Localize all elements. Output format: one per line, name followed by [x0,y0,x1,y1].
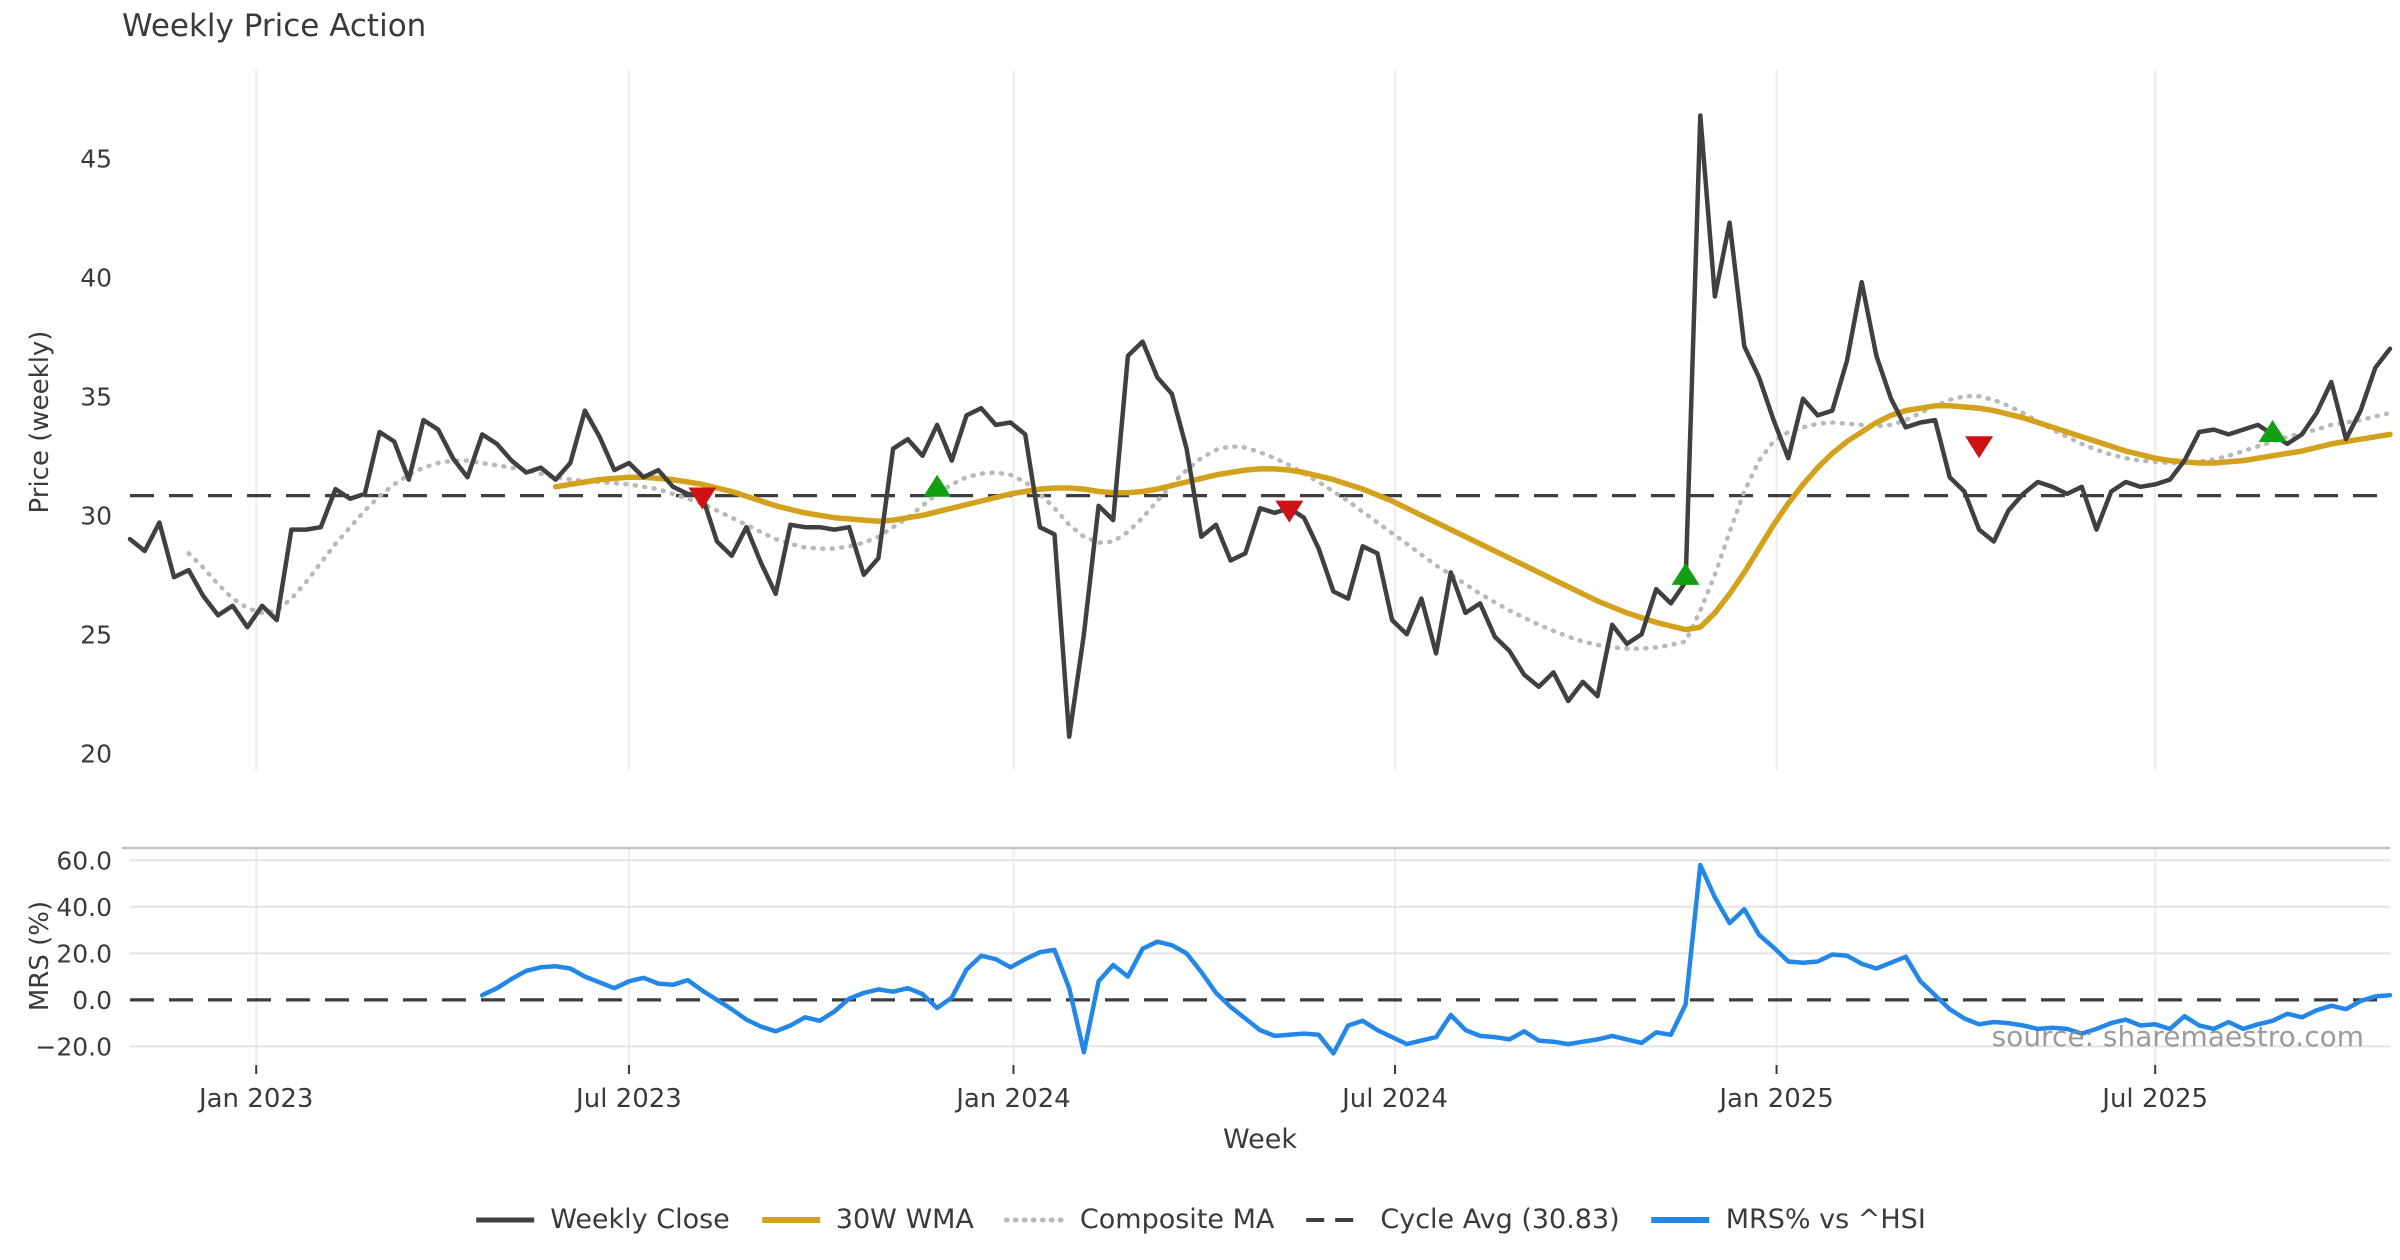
legend-item-weekly-close: Weekly Close [474,1204,730,1235]
x-axis-label: Week [1223,1124,1297,1155]
chart-legend: Weekly Close 30W WMA Composite MA Cycle Avg… [474,1204,1926,1235]
legend-label-cycle-avg-30-83: Cycle Avg (30.83) [1380,1204,1620,1235]
legend-swatch-composite-ma [1003,1217,1066,1222]
legend-item-cycle-avg-30-83: Cycle Avg (30.83) [1304,1204,1620,1235]
sell-signal-marker [1965,436,1994,459]
legend-item-30w-wma: 30W WMA [760,1204,974,1235]
composite_ma-line [186,394,2393,651]
legend-swatch-mrs-vs-hsi [1651,1216,1710,1223]
price-y-tick-label: 35 [80,382,112,411]
buy-signal-marker [1671,562,1700,585]
x-tick-label: Jul 2024 [1340,1084,1448,1114]
legend-label-composite-ma: Composite MA [1079,1204,1275,1235]
mrs-y-tick-label: 0.0 [72,986,112,1015]
price-y-tick-label: 30 [80,501,112,530]
mrs-y-tick-label: 40.0 [56,893,112,922]
legend-item-composite-ma: Composite MA [1003,1204,1275,1235]
x-tick-label: Jul 2023 [574,1084,682,1114]
legend-label-weekly-close: Weekly Close [550,1204,730,1235]
sell-signal-marker [688,487,717,510]
x-tick-label: Jan 2024 [954,1084,1071,1114]
legend-swatch-cycle-avg-30-83 [1306,1217,1365,1222]
price-y-tick-label: 45 [80,144,112,173]
source-watermark: source: sharemaestro.com [1991,1020,2364,1053]
weekly_close-line [127,113,2393,739]
sell-signal-marker [1275,500,1304,523]
price-y-tick-label: 40 [80,263,112,292]
mrs-y-tick-label: 60.0 [56,846,112,875]
legend-label-mrs-vs-hsi: MRS% vs ^HSI [1725,1204,1926,1235]
wma30-line [552,403,2393,633]
mrs-axis-label: MRS (%) [25,900,55,1012]
x-tick-label: Jan 2023 [197,1084,314,1114]
price-y-tick-label: 25 [80,620,112,649]
price-axis-label: Price (weekly) [25,330,55,514]
legend-label-30w-wma: 30W WMA [835,1204,974,1235]
mrs-y-tick-label: −20.0 [35,1032,112,1061]
mrs-y-tick-label: 20.0 [56,939,112,968]
buy-signal-marker [923,474,952,497]
buy-signal-marker [2258,420,2287,443]
legend-swatch-30w-wma [761,1216,820,1223]
chart-title: Weekly Price Action [122,8,427,44]
legend-item-mrs-vs-hsi: MRS% vs ^HSI [1650,1204,1926,1235]
x-tick-label: Jul 2025 [2100,1084,2208,1114]
price-y-tick-label: 20 [80,739,112,768]
legend-swatch-weekly-close [476,1217,535,1222]
mrs-line [479,862,2393,1056]
x-tick-label: Jan 2025 [1717,1084,1834,1114]
